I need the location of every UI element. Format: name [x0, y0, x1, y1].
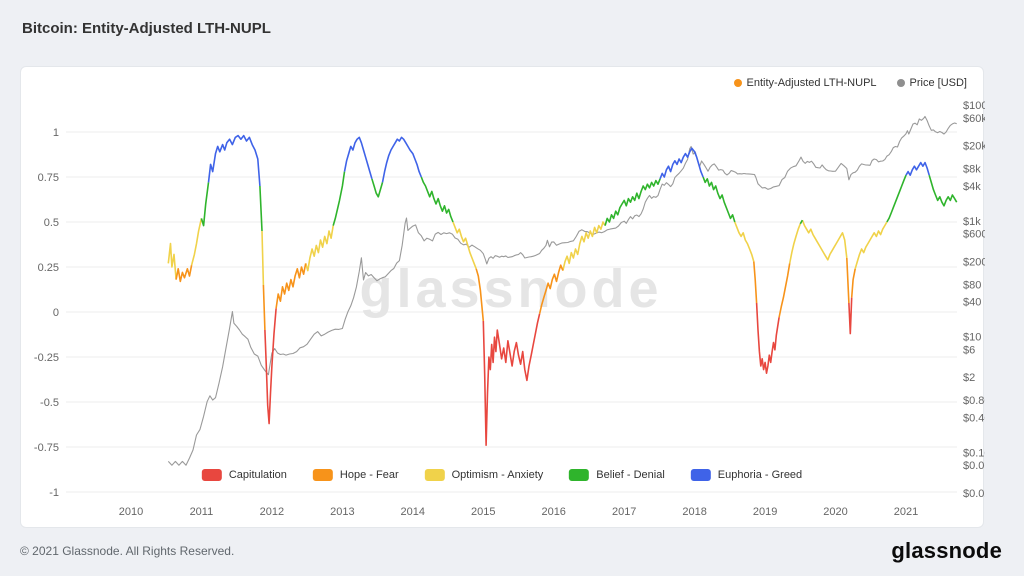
- band-legend-label: Euphoria - Greed: [717, 469, 803, 481]
- x-tick-label: 2011: [190, 506, 214, 518]
- band-legend-label: Belief - Denial: [596, 469, 665, 481]
- series-legend-item-nupl[interactable]: Entity-Adjusted LTH-NUPL: [733, 77, 877, 89]
- x-tick-label: 2017: [612, 506, 636, 518]
- x-tick-label: 2013: [330, 506, 354, 518]
- x-tick-label: 2021: [894, 506, 918, 518]
- x-tick-label: 2012: [260, 506, 284, 518]
- y-right-tick-label: $0.80: [963, 395, 985, 407]
- band-legend-item: Euphoria - Greed: [690, 469, 803, 481]
- price-series-line: [167, 115, 957, 466]
- y-left-tick-label: -0.25: [34, 352, 59, 364]
- copyright-text: © 2021 Glassnode. All Rights Reserved.: [20, 544, 235, 558]
- watermark: glassnode: [359, 259, 662, 319]
- y-right-tick-label: $600: [963, 229, 985, 241]
- y-right-tick-label: $200: [963, 256, 985, 268]
- y-right-tick-label: $6: [963, 344, 975, 356]
- glassnode-logo: glassnode: [891, 538, 1002, 563]
- chart-plot[interactable]: glassnode 1 0.75 0.5 0.25 0 -0.25 -0.5 -0.75 -1 $1…: [21, 67, 985, 529]
- y-left-tick-label: 0.25: [38, 262, 59, 274]
- y-left-tick-label: -0.75: [34, 442, 59, 454]
- series-legend: Entity-Adjusted LTH-NUPL Price [USD]: [733, 77, 967, 89]
- band-legend-label: Optimism - Anxiety: [451, 469, 544, 481]
- band-color-swatch: [690, 469, 711, 481]
- axis-labels: 1 0.75 0.5 0.25 0 -0.25 -0.5 -0.75 -1 $100k$60k $2…: [34, 100, 985, 518]
- x-tick-label: 2016: [541, 506, 565, 518]
- x-tick-label: 2019: [753, 506, 777, 518]
- band-legend: Capitulation Hope - Fear Optimism - Anxiet…: [193, 467, 811, 483]
- y-left-tick-label: 0.75: [38, 172, 59, 184]
- band-color-swatch: [312, 469, 333, 481]
- price-legend-dot: [896, 79, 905, 87]
- page-title: Bitcoin: Entity-Adjusted LTH-NUPL: [22, 20, 271, 37]
- band-legend-item: Optimism - Anxiety: [424, 469, 544, 481]
- y-left-tick-label: -1: [49, 487, 59, 499]
- series-legend-item-price[interactable]: Price [USD]: [896, 77, 967, 89]
- band-color-swatch: [569, 469, 590, 481]
- chart-card: Entity-Adjusted LTH-NUPL Price [USD] glas…: [20, 66, 985, 529]
- y-right-tick-label: $100k: [963, 100, 985, 112]
- y-right-tick-label: $20k: [963, 141, 985, 153]
- y-right-tick-label: $0.02: [963, 488, 985, 500]
- band-legend-item: Belief - Denial: [569, 469, 665, 481]
- x-tick-label: 2010: [119, 506, 143, 518]
- band-legend-label: Hope - Fear: [339, 469, 399, 481]
- x-tick-label: 2020: [823, 506, 847, 518]
- y-right-tick-label: $8k: [963, 164, 981, 176]
- y-right-tick-label: $80: [963, 279, 981, 291]
- x-tick-label: 2015: [471, 506, 495, 518]
- band-legend-item: Capitulation: [201, 469, 287, 481]
- y-right-tick-label: $40: [963, 297, 981, 309]
- y-right-tick-label: $1k: [963, 216, 981, 228]
- y-left-tick-label: 0.5: [44, 217, 59, 229]
- y-right-tick-label: $0.10: [963, 447, 985, 459]
- y-right-tick-label: $60k: [963, 113, 985, 125]
- y-left-tick-label: 0: [53, 307, 59, 319]
- y-left-tick-label: -0.5: [40, 397, 59, 409]
- x-tick-label: 2014: [401, 506, 425, 518]
- y-left-tick-label: 1: [53, 127, 59, 139]
- series-legend-label: Price [USD]: [909, 77, 967, 89]
- series-legend-label: Entity-Adjusted LTH-NUPL: [746, 77, 877, 89]
- y-right-tick-label: $4k: [963, 181, 981, 193]
- gridlines: [66, 131, 957, 493]
- x-tick-label: 2018: [682, 506, 706, 518]
- y-right-tick-label: $2: [963, 372, 975, 384]
- y-right-tick-label: $10: [963, 332, 981, 344]
- band-color-swatch: [424, 469, 445, 481]
- y-right-tick-label: $0.06: [963, 460, 985, 472]
- nupl-series-line: [167, 134, 958, 446]
- nupl-legend-dot: [733, 79, 742, 87]
- band-legend-label: Capitulation: [228, 469, 287, 481]
- band-color-swatch: [201, 469, 222, 481]
- y-right-tick-label: $0.40: [963, 413, 985, 425]
- band-legend-item: Hope - Fear: [312, 469, 399, 481]
